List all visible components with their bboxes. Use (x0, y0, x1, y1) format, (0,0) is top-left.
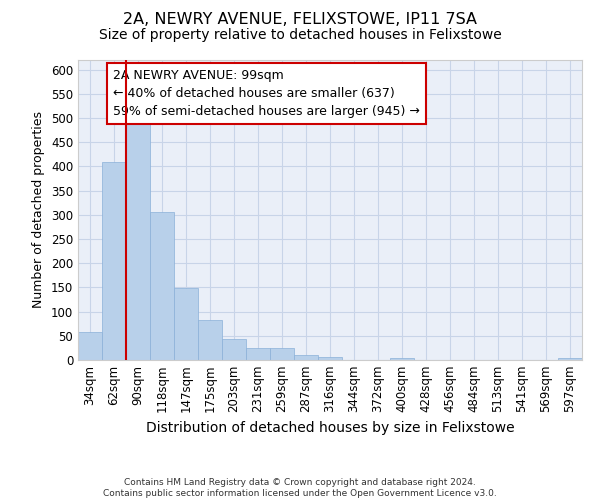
Bar (246, 348, 270, 360)
Bar (558, 358, 582, 360)
Bar (174, 288, 198, 360)
Text: Size of property relative to detached houses in Felixstowe: Size of property relative to detached ho… (98, 28, 502, 42)
Text: Contains HM Land Registry data © Crown copyright and database right 2024.
Contai: Contains HM Land Registry data © Crown c… (103, 478, 497, 498)
Bar (150, 212, 174, 360)
Bar (318, 357, 342, 360)
Bar (102, 162, 126, 360)
Bar (126, 122, 150, 360)
Bar (294, 355, 318, 360)
X-axis label: Distribution of detached houses by size in Felixstowe: Distribution of detached houses by size … (146, 421, 514, 435)
Bar (390, 358, 414, 360)
Y-axis label: Number of detached properties: Number of detached properties (32, 112, 46, 308)
Bar (198, 320, 222, 360)
Bar (78, 332, 102, 360)
Text: 2A, NEWRY AVENUE, FELIXSTOWE, IP11 7SA: 2A, NEWRY AVENUE, FELIXSTOWE, IP11 7SA (123, 12, 477, 28)
Text: 2A NEWRY AVENUE: 99sqm
← 40% of detached houses are smaller (637)
59% of semi-de: 2A NEWRY AVENUE: 99sqm ← 40% of detached… (113, 69, 420, 118)
Bar (270, 348, 294, 360)
Bar (222, 338, 246, 360)
